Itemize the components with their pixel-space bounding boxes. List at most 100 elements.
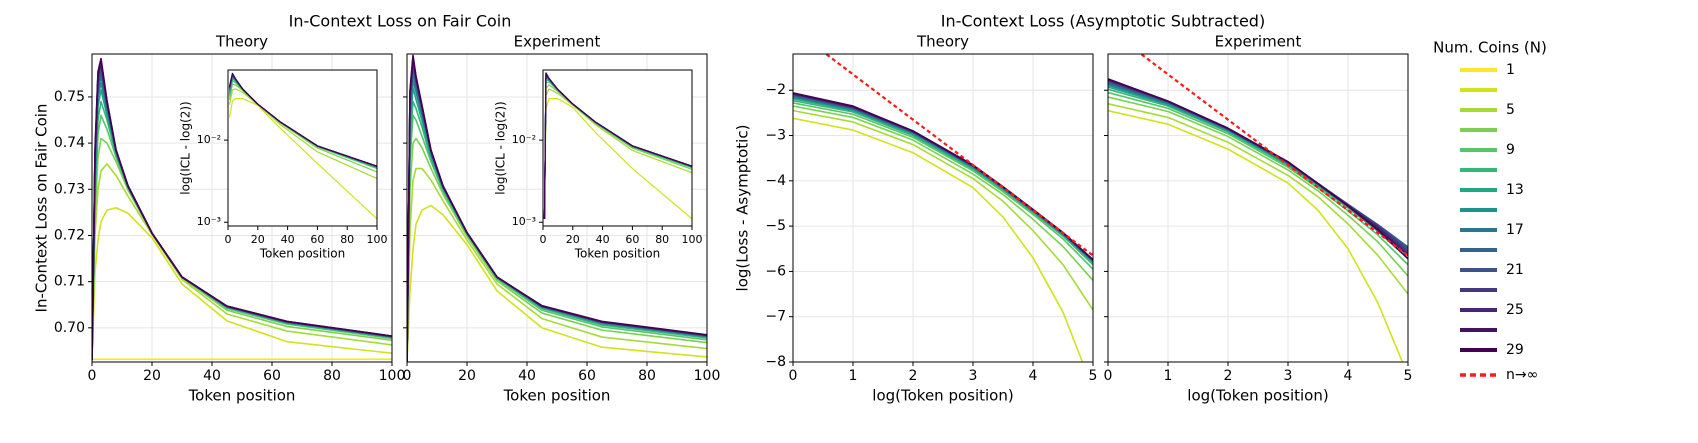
x-tick-label: 5 xyxy=(1089,368,1098,384)
axes-frame xyxy=(91,53,393,363)
legend-label: 21 xyxy=(1506,262,1524,278)
x-tick-label: 5 xyxy=(1404,368,1413,384)
x-tick-label: 100 xyxy=(682,233,703,246)
y-tick-label: −8 xyxy=(765,354,786,370)
x-tick-label: 100 xyxy=(694,368,721,384)
legend-label: 25 xyxy=(1506,302,1524,318)
series-line xyxy=(1108,96,1408,277)
y-tick-label: −2 xyxy=(765,82,786,98)
legend-label: 9 xyxy=(1506,142,1515,158)
x-tick-label: 60 xyxy=(625,233,639,246)
y-axis-label: log(Loss - Asymptotic) xyxy=(734,125,752,292)
x-axis-label: Token position xyxy=(259,247,346,261)
series-line xyxy=(1108,78,1408,260)
series-line xyxy=(92,206,392,361)
series-line xyxy=(793,109,1093,311)
x-axis-label: Token position xyxy=(188,387,296,405)
panel-title: Experiment xyxy=(514,33,601,51)
axes-frame xyxy=(406,53,708,363)
x-axis-label: log(Token position) xyxy=(1187,387,1328,405)
legend-label: n→∞ xyxy=(1506,367,1538,383)
axes-frame xyxy=(227,69,378,227)
plot-background xyxy=(543,70,692,226)
legend-label: 29 xyxy=(1506,342,1524,358)
x-axis-label: Token position xyxy=(574,247,661,261)
series-line xyxy=(793,105,1093,281)
axes-frame xyxy=(792,53,1094,363)
y-tick-label: 0.73 xyxy=(54,181,85,197)
series-line xyxy=(543,98,692,220)
x-tick-label: 0 xyxy=(88,368,97,384)
series-line xyxy=(1108,103,1408,295)
legend-label: 13 xyxy=(1506,182,1524,198)
y-axis-label: log(ICL - log(2)) xyxy=(494,101,508,195)
x-tick-label: 80 xyxy=(340,233,354,246)
y-tick-label: 0.71 xyxy=(54,274,85,290)
x-tick-label: 0 xyxy=(540,233,547,246)
series-line xyxy=(92,57,392,361)
y-tick-label: 10⁻² xyxy=(512,133,536,146)
x-tick-label: 2 xyxy=(909,368,918,384)
x-tick-label: 1 xyxy=(849,368,858,384)
x-tick-label: 80 xyxy=(323,368,341,384)
y-tick-label: 0.72 xyxy=(54,227,85,243)
x-tick-label: 4 xyxy=(1029,368,1038,384)
legend-label: 17 xyxy=(1506,222,1524,238)
series-line xyxy=(543,72,692,219)
x-tick-label: 80 xyxy=(655,233,669,246)
y-tick-label: 0.75 xyxy=(54,89,85,105)
series-line xyxy=(92,137,392,361)
axes-frame xyxy=(542,69,693,227)
y-tick-label: 10⁻³ xyxy=(512,215,536,228)
y-tick-label: 10⁻³ xyxy=(197,215,221,228)
x-tick-label: 2 xyxy=(1224,368,1233,384)
limit-line xyxy=(824,54,1093,257)
x-tick-label: 0 xyxy=(403,368,412,384)
limit-line xyxy=(1139,54,1408,257)
y-tick-label: 0.70 xyxy=(54,320,85,336)
panel-title: Theory xyxy=(916,33,969,51)
series-line xyxy=(407,137,707,362)
x-tick-label: 100 xyxy=(367,233,388,246)
x-tick-label: 80 xyxy=(638,368,656,384)
x-tick-label: 60 xyxy=(578,368,596,384)
x-tick-label: 20 xyxy=(251,233,265,246)
series-line xyxy=(793,117,1084,362)
series-line xyxy=(228,98,377,220)
x-tick-label: 40 xyxy=(203,368,221,384)
x-tick-label: 100 xyxy=(379,368,406,384)
x-tick-label: 20 xyxy=(566,233,580,246)
x-tick-label: 40 xyxy=(596,233,610,246)
y-tick-label: 10⁻² xyxy=(197,133,221,146)
x-axis-label: log(Token position) xyxy=(872,387,1013,405)
group-title: In-Context Loss (Asymptotic Subtracted) xyxy=(941,12,1265,31)
x-tick-label: 3 xyxy=(1284,368,1293,384)
x-tick-label: 1 xyxy=(1164,368,1173,384)
y-axis-label: log(ICL - log(2)) xyxy=(179,101,193,195)
plot-background xyxy=(228,70,377,226)
series-line xyxy=(407,54,707,362)
series-line xyxy=(228,72,377,167)
x-tick-label: 60 xyxy=(263,368,281,384)
series-line xyxy=(92,163,392,361)
legend-label: 1 xyxy=(1506,62,1515,78)
y-tick-label: −4 xyxy=(765,173,786,189)
x-tick-label: 4 xyxy=(1344,368,1353,384)
y-tick-label: −6 xyxy=(765,263,786,279)
x-axis-label: Token position xyxy=(503,387,611,405)
series-line xyxy=(793,102,1093,270)
x-tick-label: 0 xyxy=(1104,368,1113,384)
y-axis-label: In-Context Loss on Fair Coin xyxy=(33,104,51,313)
x-tick-label: 40 xyxy=(518,368,536,384)
plot-background xyxy=(793,54,1093,362)
legend-label: 5 xyxy=(1506,102,1515,118)
x-tick-label: 40 xyxy=(281,233,295,246)
series-line xyxy=(228,88,377,180)
x-tick-label: 20 xyxy=(143,368,161,384)
x-tick-label: 0 xyxy=(789,368,798,384)
y-tick-label: −5 xyxy=(765,218,786,234)
x-tick-label: 20 xyxy=(458,368,476,384)
y-tick-label: 0.74 xyxy=(54,135,85,151)
axes-frame xyxy=(1107,53,1409,363)
